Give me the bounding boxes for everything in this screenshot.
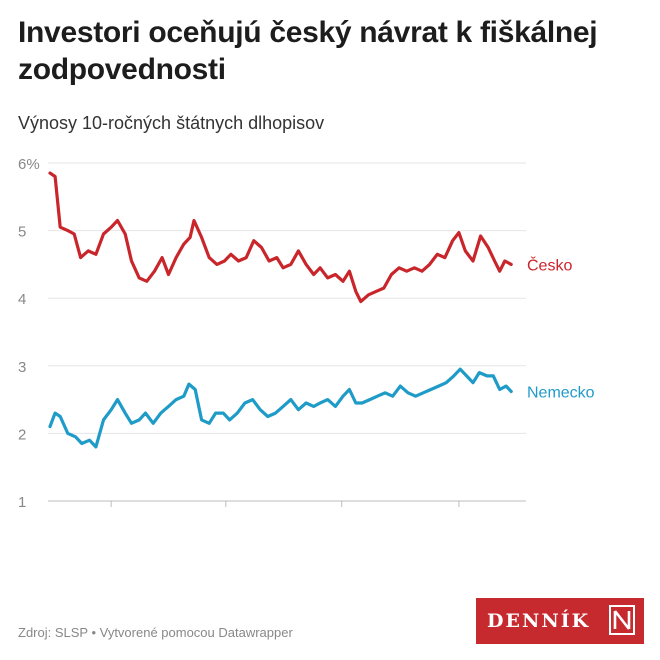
logo-n-icon xyxy=(609,605,635,635)
series-labels: Česko Nemecko xyxy=(527,255,595,401)
x-tick-label: júl xyxy=(333,524,349,525)
x-tick-label: okt xyxy=(449,524,470,525)
y-tick-label: 3 xyxy=(18,359,26,376)
gridlines xyxy=(48,162,526,502)
y-tick-label: 5 xyxy=(18,224,26,241)
dennik-n-logo: DENNÍK xyxy=(476,598,644,644)
series-label: Nemecko xyxy=(527,384,595,401)
x-tick-label: apr xyxy=(215,524,237,525)
y-axis-tick-labels: 1 2 3 4 5 6% xyxy=(18,156,40,511)
series-line-nemecko xyxy=(48,367,513,449)
y-tick-label: 6% xyxy=(18,156,40,173)
y-tick-label: 2 xyxy=(18,426,26,443)
series-line-cesko xyxy=(48,171,513,304)
chart-subtitle: Výnosy 10-ročných štátnych dlhopisov xyxy=(18,113,325,133)
series-label: Česko xyxy=(527,255,572,274)
logo-text: DENNÍK xyxy=(487,610,591,632)
x-tick-label: jan xyxy=(100,524,121,525)
y-tick-label: 4 xyxy=(18,291,26,308)
y-tick-label: 1 xyxy=(18,494,26,511)
source-note: Zdroj: SLSP • Vytvorené pomocou Datawrap… xyxy=(18,625,293,640)
series-lines xyxy=(48,171,513,449)
chart-title: Investori oceňujú český návrat k fiškáln… xyxy=(18,16,598,86)
x-axis-tick-labels: jan2023aprjúlokt xyxy=(100,501,470,525)
